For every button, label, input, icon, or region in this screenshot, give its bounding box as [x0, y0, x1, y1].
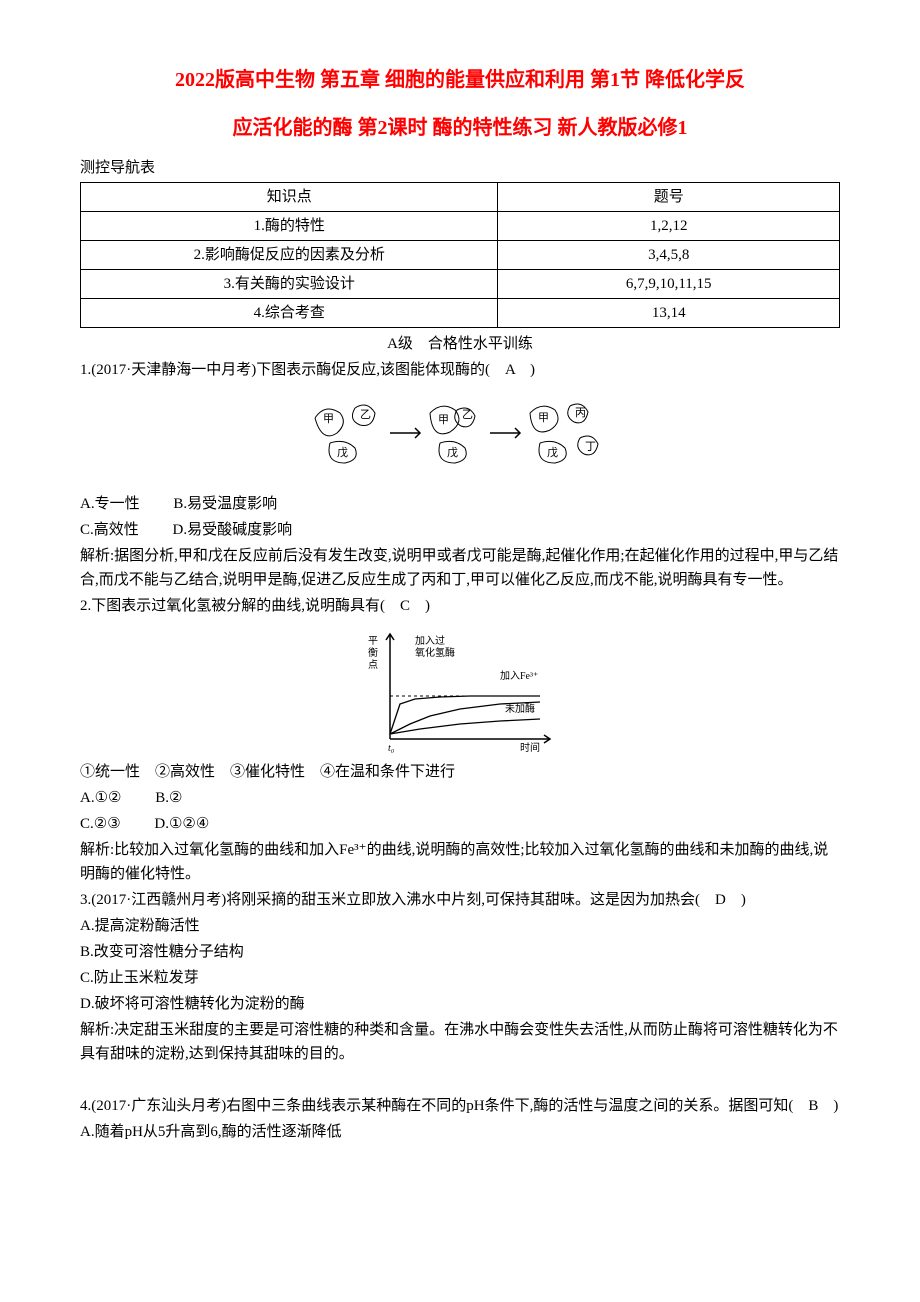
svg-text:加入Fe³⁺: 加入Fe³⁺	[500, 670, 538, 682]
q1-stem: 1.(2017·天津静海一中月考)下图表示酶促反应,该图能体现酶的( A )	[80, 358, 840, 382]
q3-opt-b: B.改变可溶性糖分子结构	[80, 940, 840, 964]
svg-text:时间: 时间	[520, 741, 540, 754]
doc-title-line1: 2022版高中生物 第五章 细胞的能量供应和利用 第1节 降低化学反	[80, 60, 840, 100]
table-row: 2.影响酶促反应的因素及分析 3,4,5,8	[81, 241, 840, 270]
q3-explain: 解析:决定甜玉米甜度的主要是可溶性糖的种类和含量。在沸水中酶会变性失去活性,从而…	[80, 1018, 840, 1066]
q2-explain: 解析:比较加入过氧化氢酶的曲线和加入Fe³⁺的曲线,说明酶的高效性;比较加入过氧…	[80, 838, 840, 886]
q3-opt-a: A.提高淀粉酶活性	[80, 914, 840, 938]
shape-label: 乙	[360, 408, 371, 421]
shape-label: 丁	[585, 441, 596, 453]
q2-opt-a: A.①②	[80, 786, 121, 810]
svg-text:t₀: t₀	[388, 743, 395, 754]
shape-label: 丙	[575, 407, 586, 419]
svg-text:加入过: 加入过	[415, 634, 445, 647]
q1-options-row2: C.高效性 D.易受酸碱度影响	[80, 518, 840, 542]
q4-stem: 4.(2017·广东汕头月考)右图中三条曲线表示某种酶在不同的pH条件下,酶的活…	[80, 1094, 840, 1118]
cell-topic: 3.有关酶的实验设计	[81, 270, 498, 299]
table-row: 1.酶的特性 1,2,12	[81, 212, 840, 241]
cell-nums: 3,4,5,8	[498, 241, 840, 270]
cell-nums: 1,2,12	[498, 212, 840, 241]
q1-opt-d: D.易受酸碱度影响	[173, 518, 293, 542]
th-topic: 知识点	[81, 183, 498, 212]
cell-nums: 6,7,9,10,11,15	[498, 270, 840, 299]
q2-opt-b: B.②	[155, 786, 182, 810]
level-a-header: A级 合格性水平训练	[80, 332, 840, 356]
svg-text:氧化氢酶: 氧化氢酶	[415, 646, 455, 659]
cell-topic: 4.综合考查	[81, 299, 498, 328]
svg-text:点: 点	[368, 659, 378, 671]
shape-label: 戊	[547, 446, 558, 459]
svg-text:衡: 衡	[368, 647, 378, 659]
q3-opt-d: D.破坏将可溶性糖转化为淀粉的酶	[80, 992, 840, 1016]
q2-opt-d: D.①②④	[154, 812, 209, 836]
table-header-row: 知识点 题号	[81, 183, 840, 212]
shape-label: 甲	[323, 413, 334, 425]
q2-opt-c: C.②③	[80, 812, 121, 836]
q2-chart: 平衡点 加入过氧化氢酶加入Fe³⁺ 未加酶 t₀ 时间	[80, 624, 840, 754]
q1-explain: 解析:据图分析,甲和戊在反应前后没有发生改变,说明甲或者戊可能是酶,起催化作用;…	[80, 544, 840, 592]
cell-topic: 2.影响酶促反应的因素及分析	[81, 241, 498, 270]
shape-label: 戊	[447, 446, 458, 459]
q4-opt-a: A.随着pH从5升高到6,酶的活性逐渐降低	[80, 1120, 840, 1144]
svg-text:未加酶: 未加酶	[505, 702, 535, 715]
q2-list: ①统一性 ②高效性 ③催化特性 ④在温和条件下进行	[80, 760, 840, 784]
shape-label: 戊	[337, 446, 348, 459]
q2-stem: 2.下图表示过氧化氢被分解的曲线,说明酶具有( C )	[80, 594, 840, 618]
shape-label: 甲	[538, 412, 549, 424]
shape-label: 乙	[462, 408, 473, 421]
th-nums: 题号	[498, 183, 840, 212]
q2-options-row1: A.①② B.②	[80, 786, 840, 810]
q1-options-row1: A.专一性 B.易受温度影响	[80, 492, 840, 516]
q1-opt-c: C.高效性	[80, 518, 139, 542]
q2-options-row2: C.②③ D.①②④	[80, 812, 840, 836]
doc-title-line2: 应活化能的酶 第2课时 酶的特性练习 新人教版必修1	[80, 108, 840, 148]
q1-opt-a: A.专一性	[80, 492, 140, 516]
svg-text:平: 平	[368, 636, 378, 647]
table-row: 4.综合考查 13,14	[81, 299, 840, 328]
q1-diagram: 甲 乙 戊 甲 乙 戊 甲 丙 戊 丁	[80, 388, 840, 486]
cell-nums: 13,14	[498, 299, 840, 328]
cell-topic: 1.酶的特性	[81, 212, 498, 241]
nav-table: 知识点 题号 1.酶的特性 1,2,12 2.影响酶促反应的因素及分析 3,4,…	[80, 182, 840, 328]
shape-label: 甲	[438, 414, 449, 426]
nav-label: 测控导航表	[80, 156, 840, 180]
q3-opt-c: C.防止玉米粒发芽	[80, 966, 840, 990]
q1-opt-b: B.易受温度影响	[173, 492, 277, 516]
q3-stem: 3.(2017·江西赣州月考)将刚采摘的甜玉米立即放入沸水中片刻,可保持其甜味。…	[80, 888, 840, 912]
table-row: 3.有关酶的实验设计 6,7,9,10,11,15	[81, 270, 840, 299]
